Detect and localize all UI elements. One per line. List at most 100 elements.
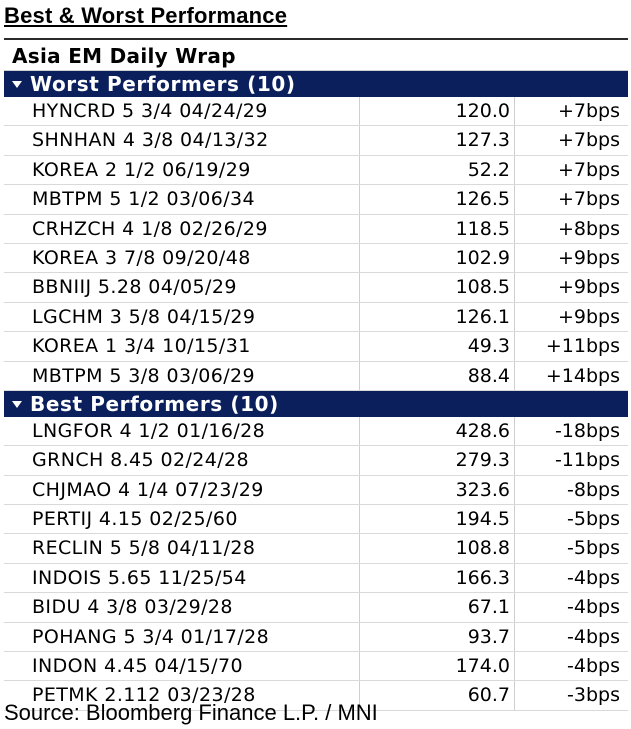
- column-divider: [359, 534, 360, 563]
- column-divider: [514, 126, 515, 155]
- bond-price: 102.9: [455, 246, 510, 269]
- column-divider: [514, 273, 515, 302]
- table-row[interactable]: PETMK 2.112 03/23/28 60.7 -3bps: [4, 681, 628, 711]
- column-divider: [514, 214, 515, 243]
- source-note: Source: Bloomberg Finance L.P. / MNI: [4, 700, 378, 725]
- spread-change: +11bps: [545, 335, 620, 358]
- table-row[interactable]: BIDU 4 3/8 03/29/28 67.1 -4bps: [4, 593, 628, 623]
- column-divider: [514, 534, 515, 563]
- column-divider: [514, 505, 515, 534]
- table-row[interactable]: SHNHAN 4 3/8 04/13/32 127.3 +7bps: [4, 126, 628, 156]
- bond-price: 194.5: [455, 508, 510, 531]
- spread-change: +7bps: [557, 188, 620, 211]
- spread-change: +14bps: [545, 364, 620, 387]
- bond-price: 49.3: [467, 335, 510, 358]
- spread-change: -8bps: [567, 478, 620, 501]
- group-label: Worst Performers (10): [30, 72, 296, 96]
- column-divider: [359, 622, 360, 652]
- bond-price: 126.5: [455, 188, 510, 211]
- column-divider: [359, 126, 360, 155]
- spread-change: -3bps: [567, 684, 620, 707]
- bond-name: KOREA 3 7/8 09/20/48: [32, 246, 251, 269]
- table-row[interactable]: BBNIIJ 5.28 04/05/29 108.5 +9bps: [4, 273, 628, 303]
- table-row[interactable]: CHJMAO 4 1/4 07/23/29 323.6 -8bps: [4, 475, 628, 506]
- column-divider: [359, 505, 360, 534]
- collapse-triangle-icon[interactable]: [12, 400, 22, 408]
- bond-price: 108.5: [455, 276, 510, 299]
- bond-price: 118.5: [455, 217, 510, 240]
- table-row[interactable]: CRHZCH 4 1/8 02/26/29 118.5 +8bps: [4, 214, 628, 244]
- bond-name: MBTPM 5 1/2 03/06/34: [32, 188, 256, 211]
- table-row[interactable]: POHANG 5 3/4 01/17/28 93.7 -4bps: [4, 622, 628, 653]
- bond-name: KOREA 1 3/4 10/15/31: [32, 335, 251, 358]
- bond-name: LNGFOR 4 1/2 01/16/28: [32, 419, 266, 442]
- table-row[interactable]: MBTPM 5 1/2 03/06/34 126.5 +7bps: [4, 185, 628, 215]
- table-row[interactable]: INDON 4.45 04/15/70 174.0 -4bps: [4, 652, 628, 682]
- column-divider: [359, 243, 360, 273]
- spread-change: -11bps: [554, 449, 620, 472]
- bond-price: 67.1: [467, 596, 510, 619]
- column-divider: [359, 273, 360, 302]
- collapse-triangle-icon[interactable]: [12, 81, 22, 88]
- bond-name: HYNCRD 5 3/4 04/24/29: [32, 100, 268, 122]
- bond-price: 108.8: [455, 537, 510, 560]
- column-divider: [514, 97, 515, 126]
- bond-name: KOREA 2 1/2 06/19/29: [32, 158, 251, 181]
- table-row[interactable]: KOREA 2 1/2 06/19/29 52.2 +7bps: [4, 155, 628, 186]
- table-row[interactable]: GRNCH 8.45 02/24/28 279.3 -11bps: [4, 446, 628, 476]
- column-divider: [359, 332, 360, 361]
- spread-change: +8bps: [557, 217, 620, 240]
- bond-name: BBNIIJ 5.28 04/05/29: [32, 276, 237, 299]
- table-row[interactable]: LNGFOR 4 1/2 01/16/28 428.6 -18bps: [4, 416, 628, 447]
- bond-price: 88.4: [467, 364, 510, 387]
- column-divider: [359, 681, 360, 710]
- bond-price: 52.2: [467, 158, 510, 181]
- group-header-worst[interactable]: Worst Performers (10): [4, 71, 628, 97]
- column-divider: [359, 155, 360, 185]
- column-divider: [514, 593, 515, 622]
- spread-change: +7bps: [557, 158, 620, 181]
- bond-name: PERTIJ 4.15 02/25/60: [32, 508, 238, 531]
- column-divider: [514, 475, 515, 505]
- column-divider: [514, 302, 515, 332]
- table-row[interactable]: RECLIN 5 5/8 04/11/28 108.8 -5bps: [4, 534, 628, 564]
- group-label: Best Performers (10): [30, 391, 279, 416]
- bond-price: 60.7: [467, 684, 510, 707]
- table-row[interactable]: KOREA 1 3/4 10/15/31 49.3 +11bps: [4, 332, 628, 362]
- bond-name: POHANG 5 3/4 01/17/28: [32, 625, 270, 648]
- groups-container: Worst Performers (10) HYNCRD 5 3/4 04/24/…: [4, 71, 628, 711]
- table-row[interactable]: LGCHM 3 5/8 04/15/29 126.1 +9bps: [4, 302, 628, 333]
- bond-name: GRNCH 8.45 02/24/28: [32, 449, 250, 472]
- bond-price: 166.3: [455, 566, 510, 589]
- column-divider: [359, 446, 360, 475]
- column-divider: [359, 563, 360, 593]
- table-row[interactable]: HYNCRD 5 3/4 04/24/29 120.0 +7bps: [4, 97, 628, 127]
- bond-price: 127.3: [455, 129, 510, 152]
- spread-change: -4bps: [567, 566, 620, 589]
- column-divider: [514, 652, 515, 681]
- bond-name: RECLIN 5 5/8 04/11/28: [32, 537, 256, 560]
- bond-price: 323.6: [455, 478, 510, 501]
- bond-name: SHNHAN 4 3/8 04/13/32: [32, 129, 269, 152]
- table-row[interactable]: INDOIS 5.65 11/25/54 166.3 -4bps: [4, 563, 628, 594]
- spread-change: -4bps: [567, 655, 620, 678]
- bond-price: 428.6: [455, 419, 510, 442]
- spread-change: -18bps: [554, 419, 620, 442]
- table-row[interactable]: KOREA 3 7/8 09/20/48 102.9 +9bps: [4, 243, 628, 274]
- spread-change: -4bps: [567, 596, 620, 619]
- spread-change: -5bps: [567, 508, 620, 531]
- column-divider: [514, 681, 515, 710]
- table-row[interactable]: PERTIJ 4.15 02/25/60 194.5 -5bps: [4, 505, 628, 535]
- spread-change: +9bps: [557, 276, 620, 299]
- column-divider: [514, 332, 515, 361]
- spread-change: -5bps: [567, 537, 620, 560]
- group-header-best[interactable]: Best Performers (10): [4, 390, 628, 417]
- table-row[interactable]: MBTPM 5 3/8 03/06/29 88.4 +14bps: [4, 361, 628, 391]
- page-title: Best & Worst Performance: [4, 3, 288, 28]
- spread-change: +9bps: [557, 305, 620, 328]
- column-divider: [514, 155, 515, 185]
- bond-price: 126.1: [455, 305, 510, 328]
- column-divider: [514, 185, 515, 214]
- column-divider: [359, 214, 360, 243]
- column-divider: [514, 563, 515, 593]
